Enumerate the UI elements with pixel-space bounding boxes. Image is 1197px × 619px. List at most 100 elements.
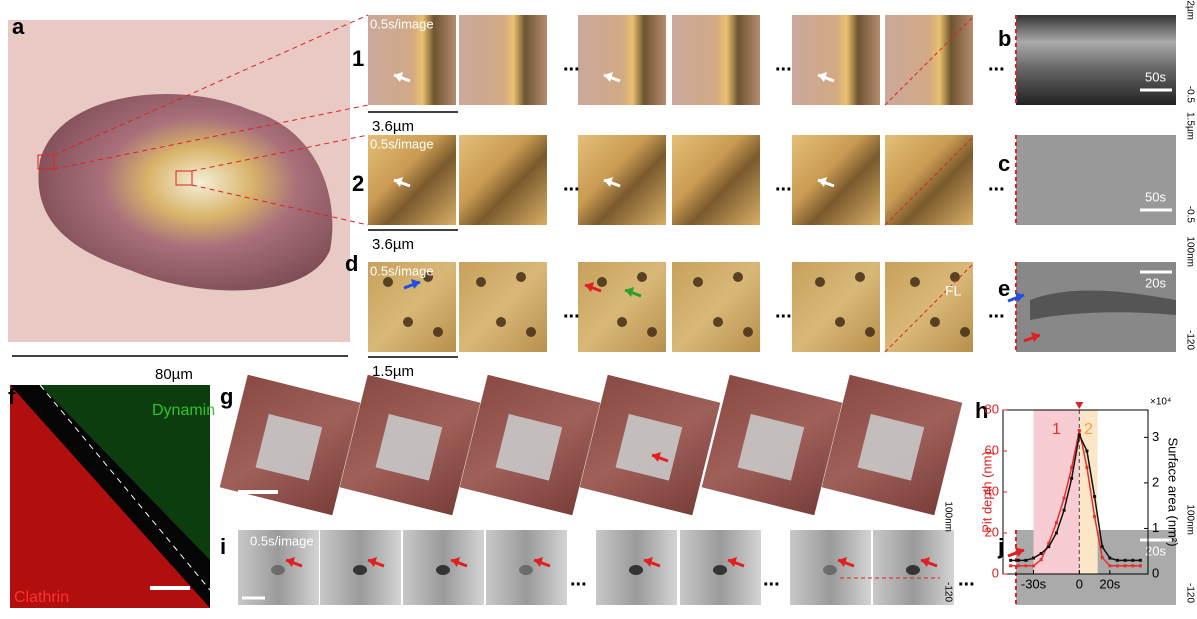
pit — [436, 565, 450, 575]
region-label: 2 — [1084, 421, 1093, 438]
data-point — [1040, 552, 1043, 555]
ellipsis: ... — [988, 300, 1005, 322]
afm-frame — [792, 262, 880, 352]
data-point — [1063, 497, 1066, 500]
pit — [835, 317, 845, 327]
pit — [713, 565, 727, 575]
data-point — [1085, 466, 1088, 469]
afm-frame — [672, 135, 760, 225]
afm-frame — [885, 135, 973, 225]
afm-frame — [578, 262, 666, 352]
pit — [637, 272, 647, 282]
afm-frame — [672, 262, 760, 352]
data-point — [1124, 559, 1127, 562]
pit — [823, 565, 837, 575]
pit — [526, 327, 536, 337]
pit — [597, 277, 607, 287]
pit — [617, 317, 627, 327]
pit — [353, 565, 367, 575]
frame-caption: 0.5s/image — [250, 533, 314, 548]
y-axis-label: Pit depth (nm) — [979, 451, 994, 533]
data-point — [1139, 564, 1142, 567]
label: FL — [945, 283, 962, 299]
data-point — [1108, 564, 1111, 567]
label: Dynamin — [152, 402, 215, 419]
pit — [906, 565, 920, 575]
y2-tick-label: 1 — [1152, 520, 1159, 535]
kymo-axis: 2µm — [1184, 0, 1195, 20]
data-point — [1139, 559, 1142, 562]
data-point — [1009, 559, 1012, 562]
afm-frame — [672, 15, 760, 105]
pit — [496, 317, 506, 327]
data-point — [1070, 477, 1073, 480]
data-point — [1108, 557, 1111, 560]
panel-label: a — [12, 14, 25, 39]
afm-frame — [459, 135, 547, 225]
pit — [476, 277, 486, 287]
y-tick-label: 80 — [985, 401, 999, 416]
panel-label: f — [8, 384, 16, 409]
kymo-axis: 100nm — [1184, 236, 1195, 267]
panel-label: b — [998, 26, 1011, 51]
pit — [733, 272, 743, 282]
pit — [403, 317, 413, 327]
afm-3d-frame — [460, 375, 601, 516]
afm-frame — [885, 15, 973, 105]
kymo-axis: 100nm — [942, 501, 953, 532]
data-point — [1032, 564, 1035, 567]
kymo-axis: -120 — [1184, 583, 1195, 603]
data-point — [1131, 564, 1134, 567]
data-point — [1101, 556, 1104, 559]
pit — [865, 327, 875, 337]
scale-label: 3.6µm — [372, 118, 414, 135]
afm-3d-frame — [822, 375, 963, 516]
pit — [815, 277, 825, 287]
data-point — [1131, 559, 1134, 562]
data-point — [1078, 429, 1081, 432]
pit — [930, 317, 940, 327]
pit — [713, 317, 723, 327]
axis-multiplier: ×10⁴ — [1150, 397, 1171, 408]
afm-frame — [792, 15, 880, 105]
panel-label: c — [998, 151, 1010, 176]
pit — [433, 327, 443, 337]
pit — [271, 565, 285, 575]
afm-3d-frame — [220, 375, 361, 516]
ellipsis: ... — [563, 300, 580, 322]
data-point — [1024, 564, 1027, 567]
data-point — [1116, 564, 1119, 567]
data-point — [1024, 559, 1027, 562]
ellipsis: ... — [763, 568, 780, 590]
afm-frame — [885, 262, 973, 352]
panel-label: i — [220, 534, 226, 559]
data-point — [1124, 564, 1127, 567]
scale-label: 50s — [1145, 189, 1166, 204]
y2-tick-label: 3 — [1152, 429, 1159, 444]
frame-caption: 0.5s/image — [370, 16, 434, 31]
pit — [647, 327, 657, 337]
kymo-axis: 1.5µm — [1184, 112, 1195, 140]
ellipsis: ... — [563, 173, 580, 195]
afm-frame — [792, 135, 880, 225]
data-point — [1078, 434, 1081, 437]
pit — [516, 272, 526, 282]
x-tick-label: -30s — [1021, 576, 1047, 591]
data-point — [1032, 557, 1035, 560]
pit — [855, 272, 865, 282]
pit — [629, 565, 643, 575]
y2-tick-label: 0 — [1152, 565, 1159, 580]
data-point — [1085, 450, 1088, 453]
x-tick-label: 0 — [1076, 576, 1083, 591]
kymo-axis: -0.5 — [1184, 206, 1195, 224]
label: Clathrin — [14, 589, 69, 606]
data-point — [1009, 564, 1012, 567]
afm-3d-frame — [580, 375, 721, 516]
data-point — [1093, 515, 1096, 518]
afm-frame — [459, 262, 547, 352]
scale-label: 50s — [1145, 69, 1166, 84]
afm-3d-frame — [340, 375, 481, 516]
data-point — [1017, 564, 1020, 567]
y-tick-label: 0 — [992, 565, 999, 580]
event-marker — [1075, 402, 1083, 409]
